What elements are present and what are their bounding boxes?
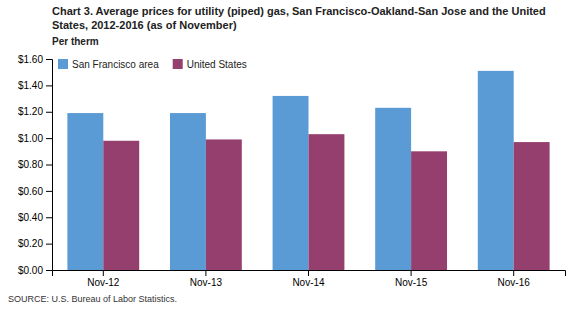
y-tick-mark [46,165,52,166]
y-tick-mark [46,217,52,218]
y-tick-mark [46,244,52,245]
bar [170,113,206,270]
title-line: Chart 3. Average prices for utility (pip… [52,5,546,17]
x-tick-mark [103,270,104,276]
x-tick-label: Nov-14 [292,277,325,288]
annotation: SOURCE: U.S. Bureau of Labor Statistics. [8,294,177,304]
bars [67,71,549,270]
y-tick-mark [46,112,52,113]
legend-swatch [173,59,183,69]
series [67,71,513,270]
y-tick: $0.40 [18,212,52,223]
y-tick-mark [46,59,52,60]
y-tick-mark [46,270,52,271]
bar [309,134,345,270]
y-tick-mark [46,138,52,139]
y-tick: $1.40 [18,80,52,91]
x-tick-label: Nov-15 [395,277,428,288]
y-tick-label: $1.60 [18,54,43,65]
y-tick: $1.60 [18,54,52,65]
y-axis-line [46,60,53,271]
y-tick: $0.60 [18,186,52,197]
x-tick: Nov-15 [395,270,428,288]
y-tick-label: $0.20 [18,238,43,249]
y-tick-label: $0.40 [18,212,43,223]
y-tick-label: $0.00 [18,265,43,276]
bar [478,71,514,270]
x-tick: Nov-14 [292,270,325,288]
x-tick: Nov-13 [190,270,223,288]
chart: Chart 3. Average prices for utility (pip… [0,0,579,310]
x-tick-label: Nov-12 [87,277,120,288]
bar [206,139,242,270]
legend-label: San Francisco area [72,59,159,70]
series [103,134,549,270]
y-tick: $0.80 [18,159,52,170]
title: Chart 3. Average prices for utility (pip… [52,5,546,31]
bar [514,142,550,270]
x-tick: Nov-16 [498,270,531,288]
bar [375,108,411,270]
x-tick-mark [205,270,206,276]
title-line: States, 2012-2016 (as of November) [52,19,237,31]
y-tick-mark [46,85,52,86]
x-tick-mark [513,270,514,276]
x-tick-mark [411,270,412,276]
bar [103,141,139,270]
y-tick: $1.00 [18,133,52,144]
y-tick-label: $0.60 [18,186,43,197]
x-tick-mark [308,270,309,276]
y-tick: $0.20 [18,238,52,249]
x-tick-label: Nov-13 [190,277,223,288]
y-axis: $0.00 $0.20 $0.40 $0.60 $0.80 $1.00 $1.20 $1.40… [18,54,53,276]
x-tick-label: Nov-16 [498,277,531,288]
legend-item: United States [173,59,247,70]
y-tick-label: $0.80 [18,159,43,170]
y-tick-mark [46,191,52,192]
x-axis: Nov-12 Nov-13 Nov-14 Nov-15 Nov-16 [53,270,566,288]
y-axis-label: Per therm [52,36,99,47]
y-tick-label: $1.00 [18,133,43,144]
bar [67,113,103,270]
y-tick-label: $1.20 [18,106,43,117]
legend-swatch [58,59,68,69]
x-axis-line [53,271,566,277]
legend: San Francisco area United States [58,59,247,70]
x-tick: Nov-12 [87,270,120,288]
bar [273,96,309,270]
legend-item: San Francisco area [58,59,159,70]
legend-label: United States [187,59,247,70]
y-tick-label: $1.40 [18,80,43,91]
y-tick: $1.20 [18,106,52,117]
y-tick: $0.00 [18,265,52,276]
bar [411,151,447,270]
